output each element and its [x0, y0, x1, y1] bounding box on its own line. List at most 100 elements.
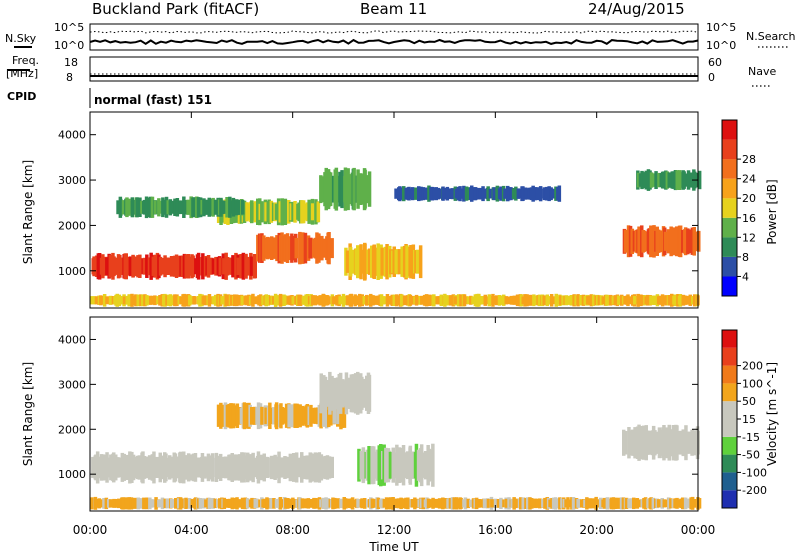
- x-tick-label: 12:00: [377, 523, 412, 537]
- heat-cell: [399, 498, 404, 509]
- colorbar-tick-label: 8: [742, 251, 749, 264]
- heat-cell: [579, 295, 583, 306]
- heat-cell: [690, 496, 695, 510]
- heat-cell: [345, 250, 350, 273]
- heat-cell: [203, 295, 207, 306]
- heat-cell: [285, 456, 290, 479]
- heat-cell: [551, 497, 556, 510]
- heat-cell: [523, 294, 527, 307]
- heat-cell: [586, 296, 590, 305]
- heat-cell: [400, 246, 404, 277]
- heat-cell: [327, 296, 331, 305]
- heat-cell: [142, 199, 147, 215]
- heat-cell: [366, 499, 370, 508]
- heat-cell: [142, 456, 147, 479]
- colorbar-tick-label: 4: [742, 270, 749, 283]
- heat-cell: [622, 429, 626, 456]
- heat-cell: [617, 295, 621, 305]
- heat-cell: [642, 425, 646, 460]
- heat-cell: [234, 252, 238, 280]
- heat-cell: [321, 497, 326, 509]
- heat-cell: [197, 457, 201, 478]
- heat-cell: [342, 380, 347, 407]
- y-tick-label: 1000: [58, 468, 86, 481]
- heat-cell: [177, 296, 181, 305]
- heat-cell: [140, 294, 145, 307]
- heat-cell: [359, 173, 363, 205]
- heat-cell: [685, 431, 690, 454]
- heat-cell: [179, 451, 183, 484]
- heat-cell: [137, 455, 141, 480]
- y-tick-label: 3000: [58, 378, 86, 391]
- heat-cell: [273, 237, 277, 259]
- heat-cell: [177, 498, 181, 509]
- heat-cell: [143, 294, 147, 307]
- heat-cell: [131, 255, 136, 277]
- heat-cell: [182, 253, 187, 279]
- heat-cell: [240, 295, 245, 305]
- heat-cell: [681, 431, 686, 455]
- heat-cell: [218, 453, 223, 481]
- heat-cell: [142, 257, 147, 275]
- heat-cell: [562, 499, 566, 508]
- heat-cell: [471, 296, 475, 305]
- sky-noise-line: [89, 38, 699, 45]
- heat-cell: [168, 455, 172, 480]
- heat-cell: [227, 403, 231, 428]
- heat-cell: [679, 172, 683, 188]
- heat-cell: [535, 498, 540, 508]
- heat-cell: [384, 447, 388, 483]
- heat-cell: [289, 457, 294, 477]
- heat-cell: [686, 295, 690, 305]
- heat-cell: [242, 257, 246, 276]
- heat-cell: [537, 294, 542, 307]
- heat-cell: [180, 255, 185, 277]
- y-tick-label: 3000: [58, 174, 86, 187]
- heat-cell: [163, 255, 167, 278]
- heat-cell: [193, 197, 197, 218]
- heat-cell: [634, 229, 638, 253]
- noise-bottom-left: 10^0: [54, 39, 84, 52]
- heat-cell: [577, 295, 581, 306]
- heat-cell: [361, 447, 366, 484]
- heat-cell: [291, 201, 295, 222]
- heat-cell: [361, 174, 365, 205]
- heat-cell: [179, 296, 183, 305]
- heat-cell: [213, 294, 218, 306]
- heat-cell: [173, 295, 177, 306]
- power-axes: 1000 2000 3000 4000: [58, 129, 698, 278]
- heat-cell: [222, 200, 226, 214]
- heat-cell: [414, 294, 419, 306]
- heat-cell: [678, 225, 683, 258]
- heat-cell: [90, 497, 94, 510]
- heat-cell: [170, 295, 174, 306]
- heat-cell: [204, 199, 209, 215]
- heat-cell: [343, 295, 348, 305]
- heat-cell: [367, 374, 372, 412]
- velocity-colorbar-label: Velocity [m s^-1]: [765, 362, 779, 466]
- y-tick-label: 4000: [58, 333, 86, 346]
- heat-cell: [683, 295, 688, 305]
- heat-cell: [495, 185, 500, 202]
- heat-cell: [464, 296, 469, 305]
- heat-cell: [445, 186, 450, 201]
- heat-cell: [482, 498, 487, 509]
- heat-cell: [652, 173, 656, 187]
- heat-cell: [571, 497, 576, 510]
- heat-cell: [277, 451, 281, 484]
- heat-cell: [388, 451, 393, 479]
- heat-cell: [128, 451, 132, 484]
- heat-cell: [396, 295, 401, 306]
- heat-cell: [295, 403, 299, 428]
- heat-cell: [119, 257, 123, 275]
- heat-cell: [150, 196, 155, 218]
- heat-cell: [114, 257, 119, 275]
- heat-cell: [637, 226, 641, 257]
- heat-cell: [552, 296, 556, 305]
- heat-cell: [216, 457, 221, 478]
- heat-cell: [214, 256, 218, 276]
- heat-cell: [376, 243, 380, 280]
- heat-cell: [287, 404, 291, 428]
- heat-cell: [313, 407, 318, 424]
- heat-cell: [673, 498, 677, 509]
